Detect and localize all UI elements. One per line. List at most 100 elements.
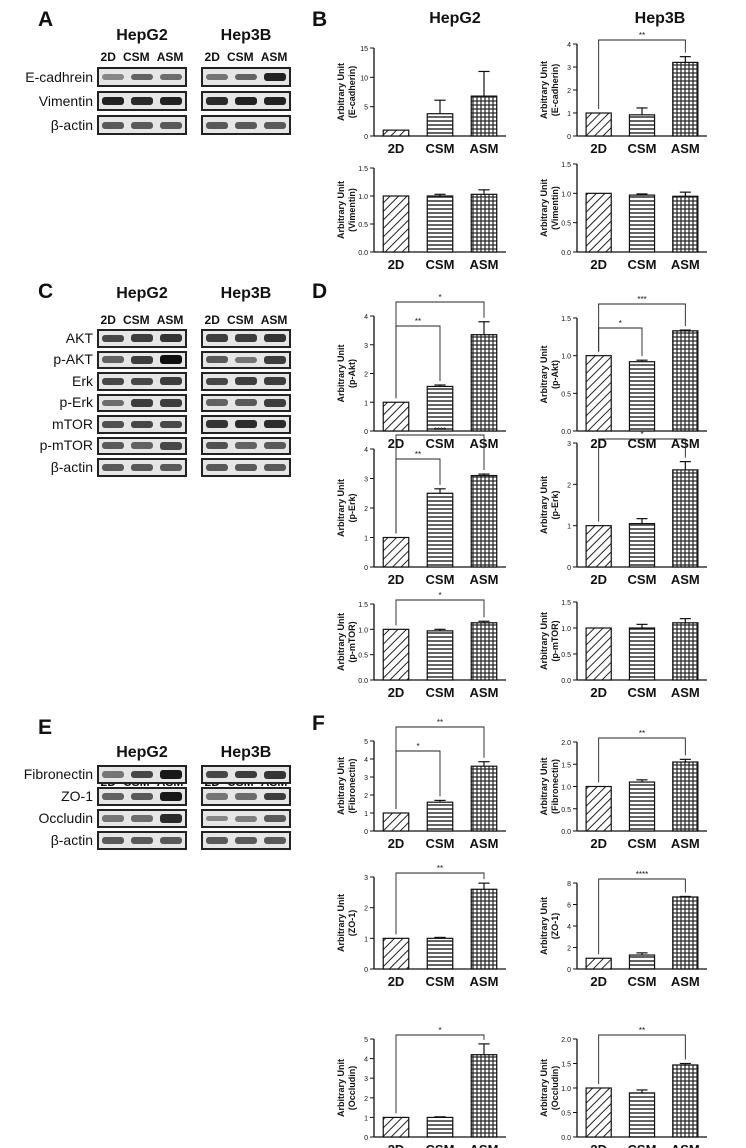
blot-band	[206, 815, 229, 822]
blot-band	[102, 771, 125, 778]
y-tick-label: 1.0	[561, 191, 571, 198]
x-tick-label: CSM	[426, 1142, 455, 1148]
blot-band	[206, 442, 229, 450]
bar-2d	[585, 957, 612, 970]
panel-b-header-hep3b: Hep3B	[634, 10, 686, 27]
x-tick-label: 2D	[388, 1142, 405, 1148]
y-axis-label: (p-Akt)	[347, 359, 357, 388]
blot-band	[159, 355, 182, 365]
bar-csm	[628, 627, 656, 681]
y-tick-label: 2	[567, 88, 571, 95]
y-tick-label: 0.0	[561, 429, 571, 436]
y-tick-label: 1.5	[358, 166, 368, 173]
blot-band	[235, 463, 257, 471]
x-tick-label: ASM	[470, 257, 499, 272]
bar-2d	[585, 355, 612, 432]
y-axis-label: (E-cadherin)	[550, 64, 560, 117]
blot-band	[235, 356, 257, 363]
y-tick-label: 1	[364, 1115, 368, 1122]
x-tick-label: ASM	[671, 572, 700, 587]
bar-chart-f-hep3b-15: 0.0 0.5 1.0 1.5 2.0 Arbitrary Unit(Occludin) 2…	[539, 1026, 707, 1148]
bar-chart-b-hepg2-0: 0 5 10 15 Arbitrary Unit (E-cadherin) 2D CSM ASM	[336, 46, 506, 156]
y-axis-label: Arbitrary Unit	[336, 63, 346, 121]
y-tick-label: 1.5	[561, 1062, 571, 1069]
bar-chart-b-hep3b-3: 0.0 0.5 1.0 1.5 Arbitrary Unit (Vimentin) 2D CS…	[539, 162, 707, 272]
blot-label-zo-1: ZO-1	[61, 788, 93, 804]
blot-band	[159, 837, 182, 844]
blot-band	[206, 377, 229, 385]
significance-label: *	[438, 1026, 441, 1035]
x-tick-label: ASM	[470, 572, 499, 587]
blot-band	[263, 792, 286, 801]
x-tick-label: ASM	[671, 685, 700, 700]
x-tick-label: ASM	[470, 974, 499, 989]
blot-band	[159, 814, 182, 823]
blot-band	[235, 96, 257, 106]
bar-2d	[585, 112, 612, 137]
blot-band	[235, 837, 257, 844]
y-tick-label: 3	[567, 65, 571, 72]
y-tick-label: 1.5	[561, 316, 571, 323]
bar-asm	[470, 193, 498, 253]
y-tick-label: 2	[364, 906, 368, 913]
x-tick-label: CSM	[426, 572, 455, 587]
significance-bracket	[598, 39, 686, 109]
y-tick-label: 0.5	[561, 391, 571, 398]
blot-header-hepg2: HepG2	[116, 744, 168, 761]
panel-label-b: B	[312, 8, 328, 31]
y-tick-label: 0	[364, 429, 368, 436]
x-tick-label: 2D	[590, 572, 607, 587]
y-tick-label: 0.5	[561, 221, 571, 228]
y-tick-label: 3	[567, 441, 571, 448]
y-axis-label: (p-Erk)	[347, 493, 357, 522]
blot-band	[263, 121, 286, 129]
y-tick-label: 1.0	[561, 785, 571, 792]
significance-label: ****	[636, 870, 648, 879]
blot-strip	[97, 765, 187, 784]
significance-label: **	[639, 729, 645, 738]
y-tick-label: 4	[567, 42, 571, 49]
blot-label-occludin: Occludin	[38, 810, 93, 826]
blot-band	[235, 377, 257, 386]
bar-asm	[470, 888, 498, 970]
blot-band	[235, 334, 257, 343]
bar-2d	[382, 536, 410, 568]
blot-strip	[97, 415, 187, 434]
y-tick-label: 4	[364, 314, 368, 321]
bar-csm	[628, 361, 656, 432]
y-tick-label: 0.5	[358, 222, 368, 229]
blot-lane-labels: 2D CSM ASM	[201, 313, 291, 327]
blot-band	[235, 815, 257, 822]
blot-strip	[201, 809, 291, 828]
blot-strip	[201, 91, 291, 111]
y-tick-label: 0	[364, 565, 368, 572]
blot-strip	[97, 809, 187, 828]
blot-band	[102, 96, 125, 106]
x-tick-label: ASM	[470, 141, 499, 156]
significance-label: *	[416, 742, 419, 751]
lane-label: CSM	[226, 50, 254, 64]
panel-label-c: C	[38, 280, 54, 303]
blot-strip	[201, 787, 291, 806]
y-axis-label: Arbitrary Unit	[539, 1059, 549, 1117]
blot-band	[131, 442, 153, 450]
y-tick-label: 0.0	[561, 829, 571, 836]
significance-label: **	[415, 450, 421, 459]
blot-band	[159, 398, 182, 407]
y-tick-label: 0	[567, 134, 571, 141]
bar-2d	[382, 628, 410, 681]
y-tick-label: 3	[364, 343, 368, 350]
y-tick-label: 10	[360, 75, 368, 82]
significance-label: **	[639, 1026, 645, 1035]
x-tick-label: CSM	[628, 1142, 657, 1148]
y-tick-label: 0	[364, 1135, 368, 1142]
y-axis-label: Arbitrary Unit	[539, 61, 549, 119]
blot-strip	[97, 91, 187, 111]
x-tick-label: CSM	[426, 257, 455, 272]
panel-label-a: A	[38, 8, 54, 31]
y-tick-label: 1.0	[561, 354, 571, 361]
significance-bracket	[598, 1034, 686, 1084]
blot-band	[102, 815, 125, 822]
x-tick-label: CSM	[426, 141, 455, 156]
bar-asm	[672, 61, 699, 137]
